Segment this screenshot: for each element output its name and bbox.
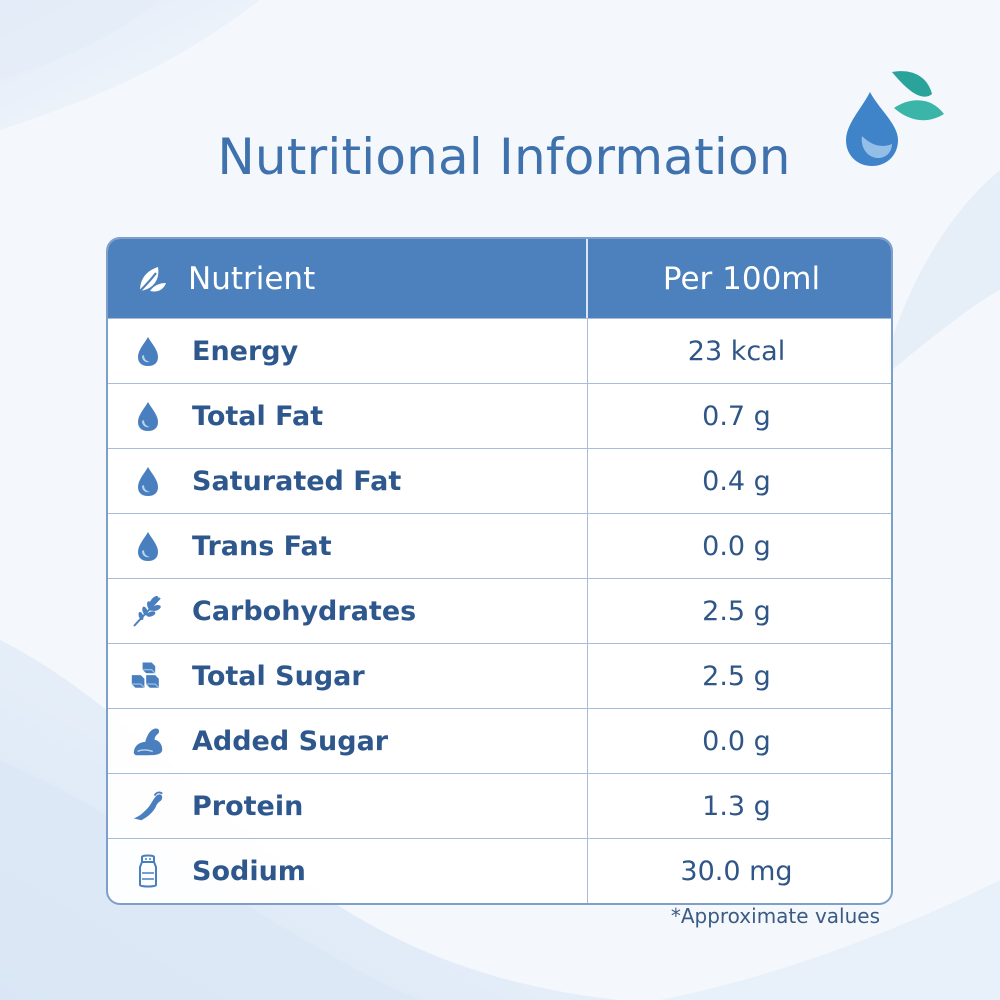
nutrient-name: Added Sugar: [192, 725, 389, 757]
table-header: Nutrient Per 100ml: [108, 239, 891, 318]
nutrient-name: Saturated Fat: [192, 465, 402, 497]
table-row: Protein 1.3 g: [108, 773, 891, 838]
drop-icon: [130, 528, 166, 564]
nutrient-value: 0.0 g: [702, 530, 771, 562]
drop-icon: [130, 333, 166, 369]
footnote: *Approximate values: [670, 904, 880, 928]
table-row: Trans Fat 0.0 g: [108, 513, 891, 578]
nutrition-table: Nutrient Per 100ml Energy 23 kcal Total …: [106, 237, 893, 905]
wheat-icon: [130, 593, 166, 629]
header-nutrient-cell: Nutrient: [108, 239, 588, 318]
nutrient-value: 23 kcal: [687, 335, 786, 367]
muscle-arm-icon: [130, 723, 166, 759]
nutrient-value: 0.4 g: [702, 465, 771, 497]
leaf-icon: [134, 261, 170, 297]
drop-icon: [130, 463, 166, 499]
logo-drop-leaf-icon: [846, 71, 944, 166]
table-row: Carbohydrates 2.5 g: [108, 578, 891, 643]
salt-shaker-icon: [130, 853, 166, 889]
table-row: Saturated Fat 0.4 g: [108, 448, 891, 513]
table-row: Energy 23 kcal: [108, 318, 891, 383]
header-per-label: Per 100ml: [662, 260, 821, 297]
nutrient-name: Trans Fat: [192, 530, 332, 562]
nutrient-name: Total Fat: [192, 400, 324, 432]
nutrient-value: 30.0 mg: [680, 855, 793, 887]
nutrient-value: 2.5 g: [702, 595, 771, 627]
table-row: Added Sugar 0.0 g: [108, 708, 891, 773]
nutrient-value: 0.0 g: [702, 725, 771, 757]
nutrient-value: 0.7 g: [702, 400, 771, 432]
bicep-icon: [130, 788, 166, 824]
nutrient-value: 2.5 g: [702, 660, 771, 692]
nutrient-name: Sodium: [192, 855, 306, 887]
nutrient-name: Protein: [192, 790, 304, 822]
header-per-cell: Per 100ml: [588, 239, 891, 318]
drop-icon: [130, 398, 166, 434]
table-row: Sodium 30.0 mg: [108, 838, 891, 903]
nutrient-name: Energy: [192, 335, 299, 367]
nutrient-name: Total Sugar: [192, 660, 365, 692]
nutrient-value: 1.3 g: [702, 790, 771, 822]
header-nutrient-label: Nutrient: [188, 260, 316, 297]
nutrient-name: Carbohydrates: [192, 595, 417, 627]
table-row: Total Sugar 2.5 g: [108, 643, 891, 708]
table-row: Total Fat 0.7 g: [108, 383, 891, 448]
page-title: Nutritional Information: [217, 128, 791, 186]
sugar-cubes-icon: [130, 658, 166, 694]
